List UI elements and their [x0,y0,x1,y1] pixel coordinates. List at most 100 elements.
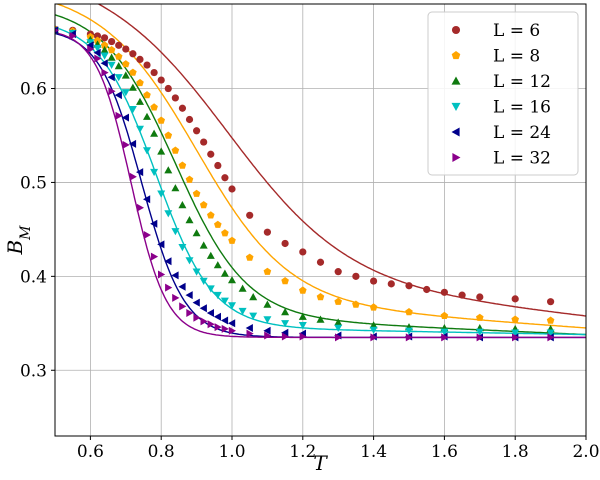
fit-curve-2 [55,4,586,329]
data-point [246,211,254,219]
data-point [458,291,466,299]
data-point [193,127,201,135]
data-point [150,168,159,177]
data-point [547,333,555,342]
data-point [334,324,343,332]
data-point [369,326,378,334]
data-point [207,211,215,219]
data-point [207,320,215,329]
series-4-points [55,27,555,337]
legend-marker [451,25,461,35]
series-2-points [55,25,555,324]
data-point [122,60,130,68]
data-point [405,327,413,335]
data-point [143,112,151,120]
legend-label: L = 24 [493,123,551,143]
data-point [150,68,158,77]
data-point [129,50,137,58]
data-point [93,48,101,57]
data-point [179,302,187,311]
x-tick-label: 1.2 [289,442,316,462]
data-point [107,46,116,54]
data-point [192,229,201,237]
data-point [150,103,158,111]
data-point [100,34,109,42]
data-point [370,333,378,342]
data-point [245,253,254,261]
legend-marker [451,127,460,137]
data-point [165,283,173,292]
data-point [150,129,159,137]
data-point [245,324,253,332]
data-point [114,62,123,70]
data-point [334,318,343,326]
data-point [185,115,194,124]
data-point [100,59,108,68]
data-point [440,288,448,296]
y-tick-label: 0.4 [20,267,47,287]
data-point [352,272,360,280]
data-point [249,293,258,301]
y-tick-label: 0.6 [20,80,47,100]
data-point [405,308,413,316]
data-point [143,195,151,204]
data-point [93,44,102,53]
data-point [440,328,449,336]
data-point [511,295,519,303]
data-point [193,313,201,322]
data-point [93,32,102,40]
series-5-points [55,26,554,342]
data-point [185,257,194,265]
legend: L = 6 L = 8 L = 12 L = 16 L = 24 L = 32 [427,11,579,176]
data-point [246,329,254,338]
x-tick-label: 0.8 [148,442,175,462]
data-point [405,333,413,342]
legend-marker [451,51,461,60]
data-point [199,201,208,209]
x-tick-label: 1.0 [218,442,245,462]
data-point [206,251,215,259]
data-point [192,298,200,307]
x-tick-label: 1.6 [431,442,458,462]
fit-curve-1 [97,4,586,317]
data-point [298,312,307,320]
data-point [122,140,130,149]
data-point [143,61,151,69]
data-point [100,46,109,54]
data-point [405,282,413,290]
data-point [476,293,484,301]
data-point [281,277,289,285]
y-axis-ticks: 0.3 0.4 0.5 0.6 [20,80,55,381]
data-point [136,97,144,105]
data-point [299,332,307,341]
data-point [546,329,555,337]
data-point [281,308,290,316]
data-point [136,55,144,64]
data-point [115,41,123,49]
data-point [143,147,151,155]
data-point [334,268,342,276]
data-points [55,25,555,342]
data-point [207,150,215,158]
data-point [178,201,187,209]
x-tick-label: 1.8 [502,442,529,462]
data-point [228,319,236,328]
data-point [164,210,173,218]
plot-frame [54,3,587,437]
data-point [185,291,193,300]
data-point [185,175,194,183]
data-point [316,315,325,323]
data-point [213,291,222,300]
data-point [69,31,77,40]
data-point [128,139,137,148]
data-point [213,261,222,269]
data-point [107,73,115,82]
data-point [476,313,484,321]
data-point [476,333,484,342]
data-point [263,316,272,324]
data-point [157,190,166,198]
data-point [157,76,165,84]
x-axis-label: T [313,451,328,475]
data-point [200,138,208,146]
data-point [164,131,173,139]
